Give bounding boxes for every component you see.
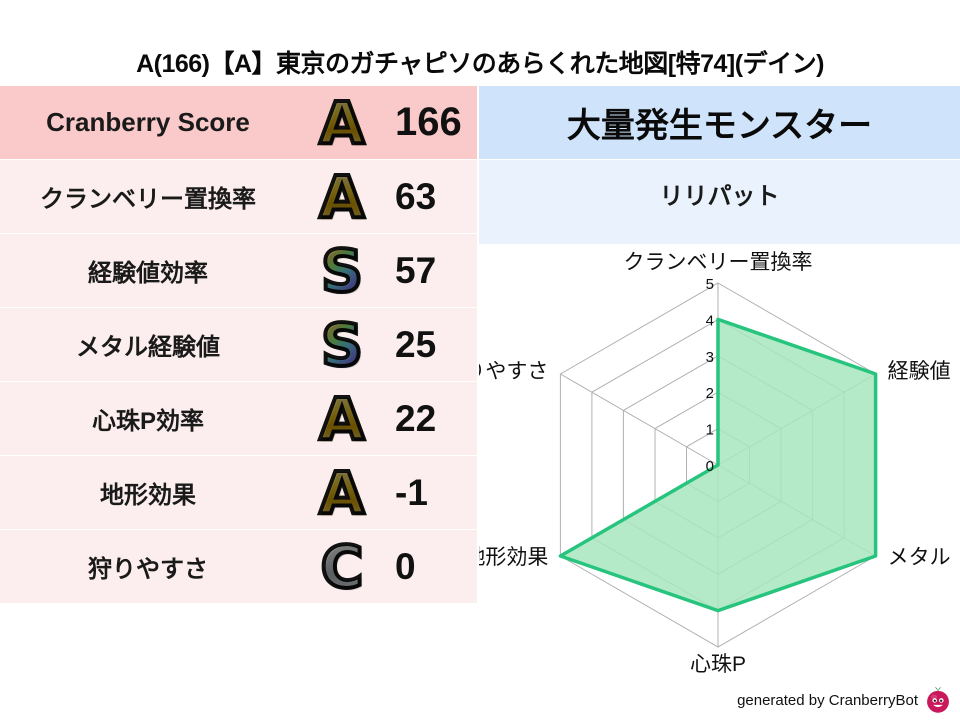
stat-value: 166: [388, 86, 477, 159]
grade-badge-cell: S: [296, 308, 388, 381]
radar-category-label: 心珠P: [690, 653, 746, 676]
radar-tick-label: 5: [706, 276, 714, 293]
cranberry-bot-icon: [927, 687, 949, 713]
radar-category-label: 狩りやすさ: [479, 360, 548, 383]
radar-series-polygon: [558, 317, 878, 613]
stat-value: 25: [388, 308, 477, 381]
grade-badge-cell: C: [296, 530, 388, 603]
radar-category-label: 地形効果: [479, 546, 548, 569]
stats-header-row: Cranberry Score A 166: [0, 86, 477, 159]
grade-badge-icon: A: [318, 384, 367, 453]
radar-category-label: クランベリー置換率: [624, 251, 813, 274]
grade-badge-icon: S: [319, 310, 365, 379]
radar-tick-label: 1: [706, 422, 714, 439]
grade-badge-icon: C: [319, 532, 366, 601]
stat-label: 狩りやすさ: [0, 530, 296, 603]
radar-tick-label: 0: [706, 458, 714, 475]
stat-label: クランベリー置換率: [0, 160, 296, 233]
stats-row: メタル経験値 S 25: [0, 308, 477, 381]
stats-row: 狩りやすさ C 0: [0, 530, 477, 603]
radar-axis-line: [560, 373, 719, 466]
grade-badge-cell: A: [296, 382, 388, 455]
stat-label: Cranberry Score: [0, 86, 296, 159]
grade-badge-cell: A: [296, 456, 388, 529]
monster-section-heading: 大量発生モンスター: [479, 86, 960, 159]
stats-row: 地形効果 A -1: [0, 456, 477, 529]
stat-label: 地形効果: [0, 456, 296, 529]
radar-tick-labels: 0 1 2 3 4 5: [706, 276, 714, 475]
radar-tick-label: 4: [706, 312, 714, 329]
grade-badge-icon: S: [319, 236, 365, 305]
radar-category-label: 経験値: [888, 360, 951, 383]
stat-label: 心珠P効率: [0, 382, 296, 455]
page-title: A(166)【A】東京のガチャピソのあらくれた地図[特74](デイン): [136, 50, 824, 78]
radar-tick-label: 2: [706, 385, 714, 402]
grade-badge-icon: A: [318, 162, 367, 231]
radar-category-label: メタル: [888, 546, 951, 569]
grade-badge-icon: A: [318, 458, 367, 527]
stat-value: -1: [388, 456, 477, 529]
grade-badge-cell: S: [296, 234, 388, 307]
stats-row: 心珠P効率 A 22: [0, 382, 477, 455]
stats-row: クランベリー置換率 A 63: [0, 160, 477, 233]
stat-label: メタル経験値: [0, 308, 296, 381]
grade-badge-icon: A: [318, 88, 367, 157]
stat-label: 経験値効率: [0, 234, 296, 307]
stat-value: 22: [388, 382, 477, 455]
monster-name: リリパット: [479, 160, 960, 244]
stat-value: 57: [388, 234, 477, 307]
footer: generated by CranberryBot: [737, 686, 952, 714]
radar-tick-label: 3: [706, 349, 714, 366]
stat-value: 0: [388, 530, 477, 603]
stat-value: 63: [388, 160, 477, 233]
footer-credit-text: generated by CranberryBot: [737, 691, 918, 709]
grade-badge-cell: A: [296, 86, 388, 159]
stats-row: 経験値効率 S 57: [0, 234, 477, 307]
grade-badge-cell: A: [296, 160, 388, 233]
